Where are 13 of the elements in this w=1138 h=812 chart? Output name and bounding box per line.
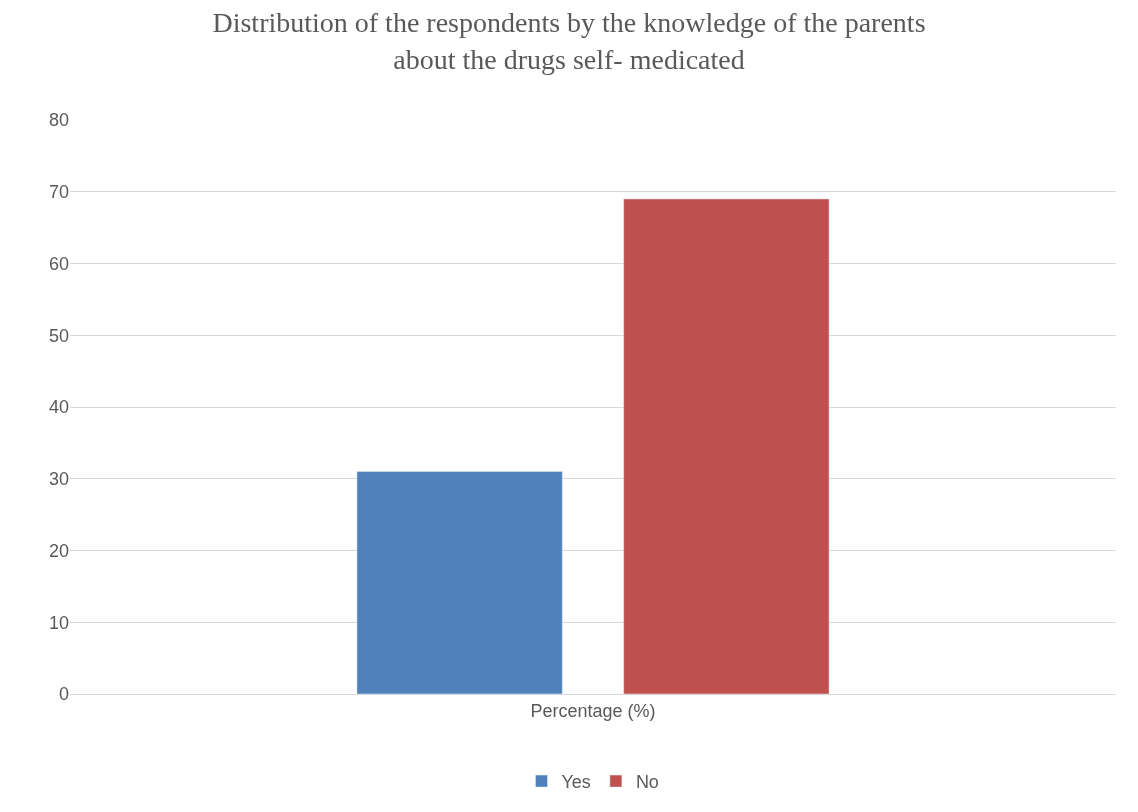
y-tick-label: 60 bbox=[48, 253, 69, 274]
y-tick-label: 20 bbox=[48, 540, 69, 561]
legend-label: Yes bbox=[561, 772, 591, 793]
y-tick-label: 70 bbox=[48, 182, 69, 203]
x-tick-label: Percentage (%) bbox=[530, 700, 656, 721]
legend-label: No bbox=[635, 772, 659, 793]
y-tick-label: 10 bbox=[48, 612, 69, 633]
y-tick-label: 0 bbox=[58, 684, 69, 705]
y-tick-label: 80 bbox=[48, 110, 69, 131]
chart-title: Distribution of the respondents by the knowledge of the parents about the drugs self- medicated bbox=[212, 7, 926, 75]
y-tick-label: 50 bbox=[48, 325, 69, 346]
y-tick-label: 40 bbox=[48, 397, 69, 418]
y-tick-label: 30 bbox=[48, 469, 69, 490]
